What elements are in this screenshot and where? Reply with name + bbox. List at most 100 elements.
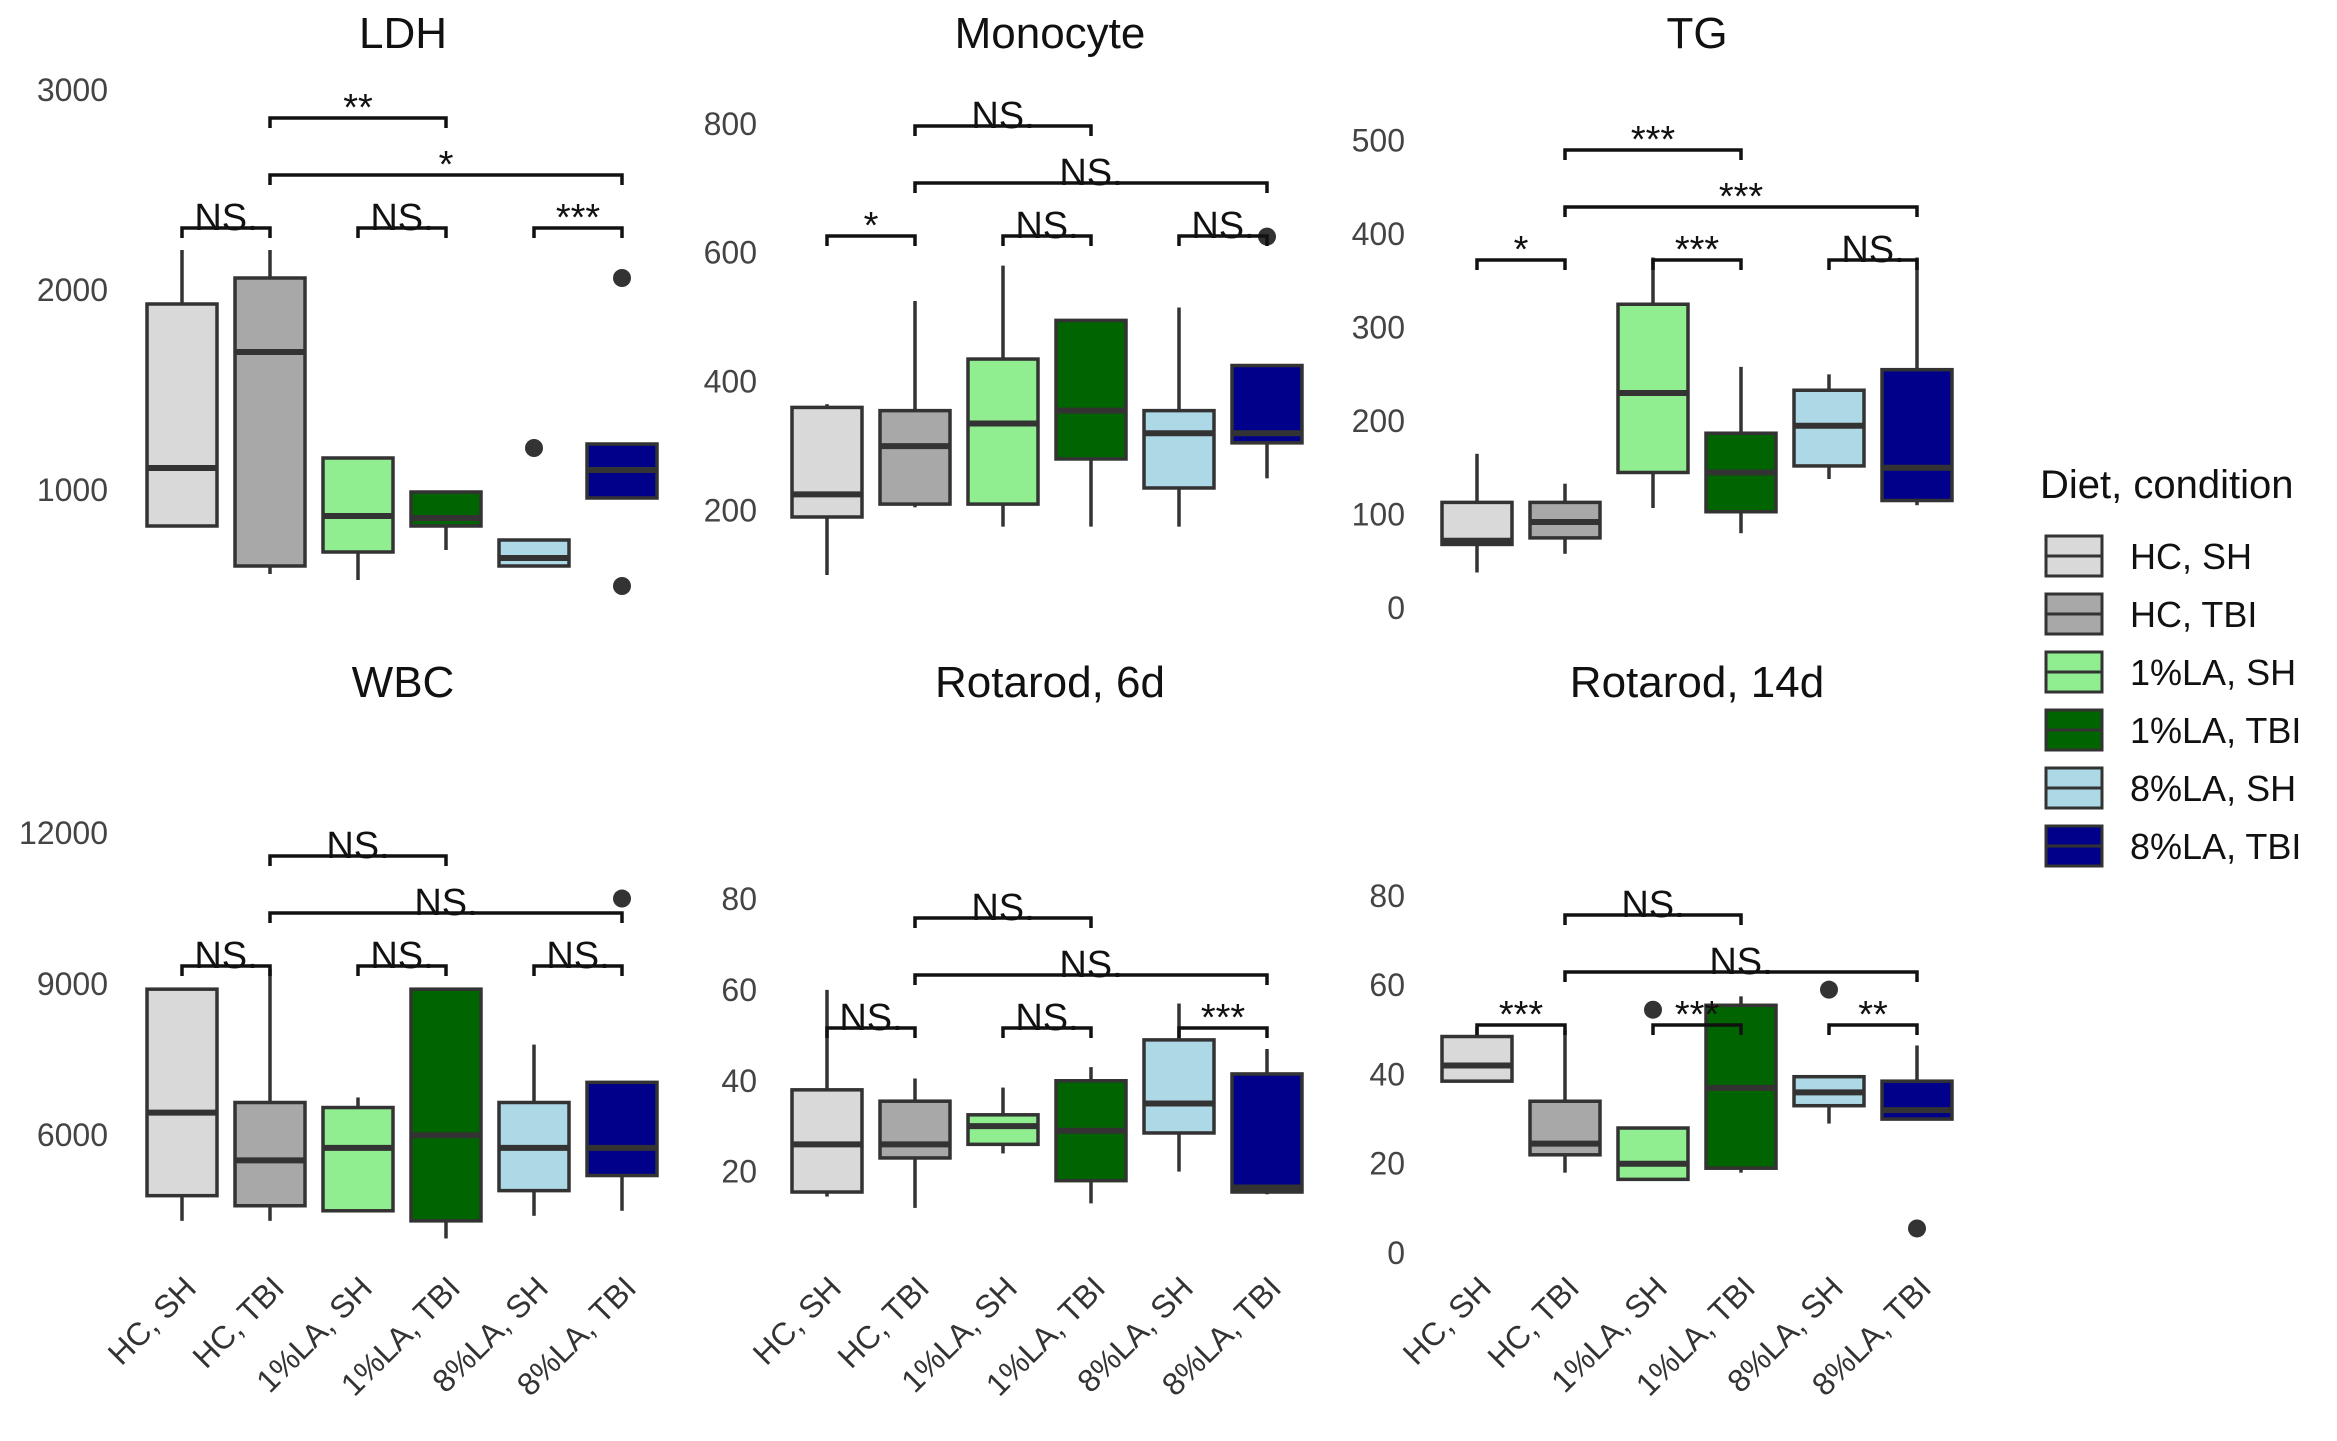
box-0: [790, 404, 864, 575]
significance-label: ***: [1499, 994, 1544, 1036]
bracket-line: [356, 964, 448, 976]
box-body: [1230, 363, 1304, 445]
comparison-bracket: ***: [1651, 229, 1743, 271]
bracket-line: [268, 911, 624, 923]
significance-label: ***: [1675, 994, 1720, 1036]
significance-label: ***: [1719, 176, 1764, 218]
box-3: [409, 987, 483, 1239]
comparison-bracket: ***: [1475, 994, 1567, 1036]
box-body: [409, 987, 483, 1223]
box-2: [966, 265, 1040, 527]
comparison-bracket: *: [825, 205, 917, 247]
significance-label: *: [864, 205, 879, 247]
panel-title: Rotarod, 14d: [1570, 658, 1824, 707]
y-tick-label: 40: [721, 1063, 757, 1099]
y-tick-label: 6000: [37, 1117, 108, 1153]
box-1: [1528, 1029, 1602, 1173]
outlier-point: [1820, 980, 1838, 999]
comparison-bracket: **: [268, 87, 448, 129]
legend-item: 1%LA, SH: [2044, 650, 2296, 694]
box-body: [321, 1105, 395, 1213]
significance-label: NS.: [326, 825, 389, 867]
box-body: [585, 1080, 659, 1178]
comparison-bracket: NS.: [913, 944, 1269, 986]
significance-label: NS.: [1621, 884, 1684, 926]
significance-label: NS.: [1709, 941, 1772, 983]
box-1: [878, 1078, 952, 1208]
box-body: [233, 276, 307, 568]
y-tick-label: 800: [704, 106, 757, 142]
bracket-line: [913, 973, 1269, 985]
outlier-point: [1908, 1219, 1926, 1238]
comparison-bracket: NS.: [1563, 941, 1919, 983]
legend-label: 8%LA, SH: [2130, 768, 2296, 809]
box-body: [497, 538, 571, 568]
box-5: [1230, 1048, 1304, 1195]
panel-title: Rotarod, 6d: [935, 658, 1165, 707]
y-tick-label: 80: [1369, 878, 1405, 914]
significance-label: ***: [1631, 119, 1676, 161]
box-body: [878, 1099, 952, 1160]
significance-label: NS.: [194, 197, 257, 239]
legend: Diet, condition HC, SH HC, TBI 1%LA, SH 1%L…: [2040, 463, 2301, 868]
panel-title: TG: [1666, 9, 1727, 58]
bracket-line: [532, 964, 624, 976]
significance-label: NS.: [370, 197, 433, 239]
box-5: [1880, 1045, 1954, 1238]
significance-label: NS.: [971, 887, 1034, 929]
panel-title: WBC: [352, 658, 455, 707]
y-tick-label: 80: [721, 881, 757, 917]
x-tick-label: HC, SH: [746, 1269, 848, 1371]
box-0: [145, 987, 219, 1221]
bracket-line: [825, 234, 917, 246]
comparison-bracket: NS.: [532, 935, 624, 977]
box-body: [1142, 1038, 1216, 1135]
legend-label: 1%LA, SH: [2130, 652, 2296, 693]
box-4: [1792, 980, 1866, 1124]
comparison-bracket: NS.: [1177, 205, 1269, 247]
outlier-point: [613, 269, 631, 287]
box-4: [1142, 307, 1216, 527]
legend-label: 1%LA, TBI: [2130, 710, 2301, 751]
significance-label: NS.: [1015, 205, 1078, 247]
comparison-bracket: NS.: [913, 95, 1093, 137]
y-tick-label: 60: [721, 972, 757, 1008]
significance-label: NS.: [1059, 152, 1122, 194]
box-body: [233, 1100, 307, 1208]
panel-1: Monocyte 200 400 600 800 * NS. NS. NS. NS.: [704, 9, 1304, 575]
x-tick-label: HC, SH: [101, 1269, 203, 1371]
bracket-line: [180, 964, 272, 976]
panel-title: LDH: [359, 9, 447, 58]
comparison-bracket: NS.: [356, 935, 448, 977]
y-tick-label: 200: [1352, 403, 1405, 439]
box-4: [1142, 1003, 1216, 1172]
significance-label: *: [1514, 229, 1529, 271]
bracket-line: [1563, 205, 1919, 217]
y-tick-label: 400: [1352, 216, 1405, 252]
y-tick-label: 2000: [37, 272, 108, 308]
legend-item: 8%LA, SH: [2044, 766, 2296, 810]
bracket-line: [532, 226, 624, 238]
bracket-line: [1563, 148, 1743, 160]
legend-label: 8%LA, TBI: [2130, 826, 2301, 867]
box-1: [1528, 483, 1602, 554]
y-tick-label: 12000: [19, 815, 108, 851]
legend-label: HC, SH: [2130, 536, 2252, 577]
box-4: [1792, 374, 1866, 480]
bracket-line: [913, 916, 1093, 928]
comparison-bracket: *: [1475, 229, 1567, 271]
box-5: [1230, 227, 1304, 479]
comparison-bracket: NS.: [825, 997, 917, 1039]
comparison-bracket: ***: [1563, 119, 1743, 161]
significance-label: ***: [556, 197, 601, 239]
legend-item: 1%LA, TBI: [2044, 708, 2301, 752]
box-body: [1880, 1079, 1954, 1121]
y-tick-label: 200: [704, 493, 757, 529]
bracket-line: [1827, 1023, 1919, 1035]
bracket-line: [913, 181, 1269, 193]
bracket-line: [1651, 1023, 1743, 1035]
box-3: [409, 490, 483, 550]
x-tick-label: HC, SH: [1396, 1269, 1498, 1371]
